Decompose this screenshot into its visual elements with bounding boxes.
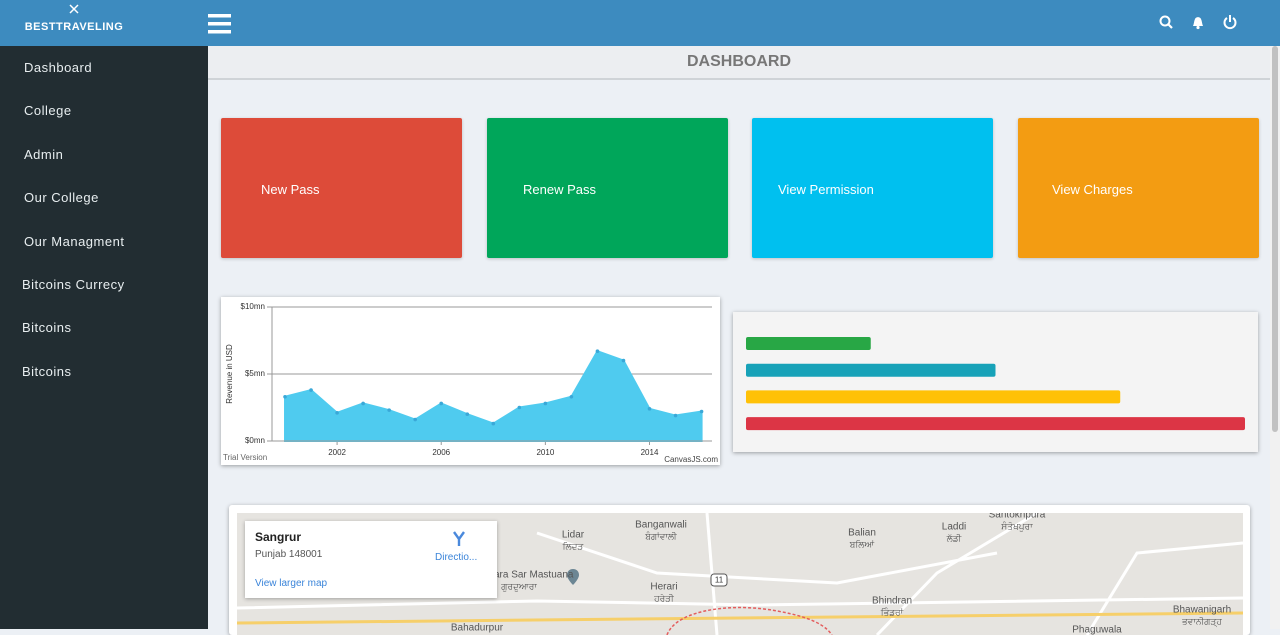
tile[interactable]: View Permission bbox=[752, 118, 993, 258]
map-label: Gurdwara Sar Mastuana bbox=[465, 570, 574, 581]
progress-bar bbox=[746, 363, 996, 377]
area bbox=[284, 349, 703, 442]
menu-item[interactable]: Admin bbox=[24, 146, 64, 162]
map-label: Phaguwala bbox=[1072, 625, 1122, 635]
data-point bbox=[699, 409, 704, 414]
tile[interactable]: New Pass bbox=[221, 118, 462, 258]
map-label: Banganwali bbox=[635, 520, 687, 531]
data-point bbox=[647, 407, 652, 411]
data-point bbox=[673, 413, 678, 418]
menu-item[interactable]: Bitcoins Currecy bbox=[22, 277, 125, 292]
close-icon[interactable] bbox=[69, 4, 79, 14]
scrollbar[interactable] bbox=[1270, 46, 1280, 629]
data-point bbox=[335, 411, 339, 415]
bell-icon[interactable] bbox=[1193, 17, 1203, 30]
map-label: Balian bbox=[848, 528, 876, 539]
brand[interactable]: BESTTRAVELING bbox=[24, 21, 124, 33]
revenue-card: $0mn $5mn $10mn Revenue in USD 2002 2006 2010 2… bbox=[221, 297, 720, 465]
tile-label: View Permission bbox=[778, 182, 874, 197]
map-label: Santokhpura bbox=[989, 513, 1046, 521]
map-label-local: ਸੰਤੋਖਪੁਰਾ bbox=[1000, 520, 1033, 531]
data-point bbox=[413, 417, 417, 422]
map-label-local: ਬੰਗਾਂਵਾਲੀ bbox=[644, 530, 677, 541]
data-point bbox=[543, 401, 548, 406]
menu-item[interactable]: College bbox=[24, 103, 72, 119]
progress-bar bbox=[746, 417, 1245, 431]
directions-link[interactable]: Directio... bbox=[435, 552, 478, 563]
progress-bar bbox=[746, 337, 871, 350]
map-label-local: ਲੱਡੀ bbox=[946, 533, 962, 543]
x-tick-label: 2002 bbox=[328, 448, 346, 457]
power-icon[interactable] bbox=[1223, 15, 1237, 30]
data-point bbox=[595, 349, 600, 354]
progress-bar bbox=[746, 390, 1121, 404]
menu-toggle[interactable] bbox=[208, 13, 232, 35]
data-point bbox=[517, 405, 522, 410]
data-point bbox=[569, 394, 574, 399]
area-chart: $0mn $5mn $10mn Revenue in USD 2002 2006 2010 2… bbox=[223, 302, 718, 464]
tile[interactable]: Renew Pass bbox=[487, 118, 728, 258]
road-shield bbox=[710, 573, 728, 587]
menu-item[interactable]: Dashboard bbox=[24, 60, 93, 75]
data-point bbox=[491, 421, 496, 426]
tile-label: New Pass bbox=[261, 182, 320, 197]
title-bar: DASHBOARD bbox=[208, 46, 1270, 80]
footer-left: Trial Version bbox=[223, 453, 267, 462]
map-label-local: ਭਿੰਡਰਾਂ bbox=[880, 606, 904, 617]
menu-item[interactable]: Our College bbox=[24, 190, 99, 206]
map-label-local: ਬਲਿਆਂ bbox=[849, 539, 875, 549]
tile-label: View Charges bbox=[1052, 182, 1133, 197]
map-label: Bahadurpur bbox=[451, 623, 504, 634]
map-label: Lidar bbox=[562, 530, 585, 541]
y-tick-label: $10mn bbox=[241, 302, 265, 311]
search-icon[interactable] bbox=[1159, 15, 1173, 29]
place-name: Sangrur bbox=[255, 530, 302, 544]
x-tick-label: 2010 bbox=[536, 448, 554, 457]
map-label-local: ਲਿਦੜ bbox=[562, 541, 585, 551]
map-label: Bhawanigarh bbox=[1173, 605, 1231, 616]
data-point bbox=[465, 412, 470, 416]
data-point bbox=[283, 394, 287, 399]
progress-bars bbox=[746, 337, 1245, 431]
footer-right: CanvasJS.com bbox=[664, 455, 718, 464]
map-card: Lidar ਲਿਦੜ Banganwali ਬੰਗਾਂਵਾਲੀ Gurdwara Sar… bbox=[229, 505, 1250, 635]
address: Punjab 148001 bbox=[255, 549, 323, 560]
top-bar: BESTTRAVELING bbox=[0, 0, 1280, 46]
road-number: 11 bbox=[715, 576, 724, 585]
directions-icon[interactable] bbox=[451, 531, 467, 547]
y-tick-label: $5mn bbox=[245, 369, 265, 378]
map-label: Herari bbox=[650, 582, 677, 593]
data-point bbox=[361, 401, 365, 406]
header-icons bbox=[1159, 15, 1237, 30]
page-title: DASHBOARD bbox=[687, 53, 791, 70]
y-tick-label: $0mn bbox=[245, 436, 265, 445]
progress-card bbox=[733, 312, 1258, 452]
tile[interactable]: View Charges bbox=[1018, 118, 1259, 258]
data-point bbox=[439, 401, 444, 406]
x-tick-label: 2014 bbox=[641, 448, 659, 457]
y-axis-label: Revenue in USD bbox=[225, 344, 234, 404]
map-label: Laddi bbox=[942, 522, 966, 533]
data-point bbox=[387, 408, 391, 412]
data-point bbox=[309, 388, 313, 392]
tile-label: Renew Pass bbox=[523, 182, 596, 197]
menu-item[interactable]: Bitcoins bbox=[22, 363, 72, 379]
map-label: Bhindran bbox=[872, 596, 912, 607]
map-info: Sangrur Punjab 148001 Directio... View l… bbox=[245, 521, 497, 598]
larger-map-link[interactable]: View larger map bbox=[255, 578, 328, 589]
map-label-local: ਭਵਾਨੀਗੜ੍ਹ bbox=[1181, 616, 1222, 627]
map-label-local: ਗੁਰਦੁਆਰਾ bbox=[500, 581, 537, 591]
x-tick-label: 2006 bbox=[432, 448, 450, 457]
map-label-local: ਹਰੇੜੀ bbox=[653, 593, 674, 603]
sidebar: Dashboard College Admin Our College Our Mana… bbox=[0, 46, 208, 629]
menu-item[interactable]: Our Managment bbox=[24, 233, 125, 249]
menu-item[interactable]: Bitcoins bbox=[22, 320, 72, 336]
data-point bbox=[621, 358, 626, 363]
